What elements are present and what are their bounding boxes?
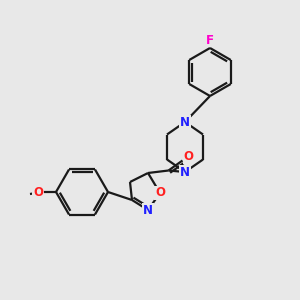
Text: O: O bbox=[184, 150, 194, 163]
Text: O: O bbox=[155, 187, 165, 200]
Text: F: F bbox=[206, 34, 214, 46]
Text: N: N bbox=[180, 166, 190, 178]
Text: O: O bbox=[33, 185, 43, 199]
Text: N: N bbox=[180, 116, 190, 128]
Text: N: N bbox=[143, 203, 153, 217]
